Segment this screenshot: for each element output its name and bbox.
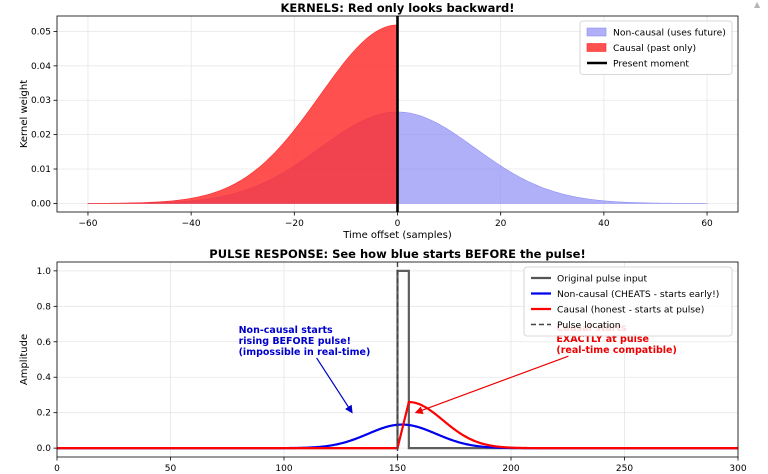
axes-2: 0 50 100 150 200 250 300 0.0 0.2 0.4 0.6 0.8 1.0 PULS… [19,247,747,474]
annotation-2: Causal startsEXACTLY at pulse(real-time … [414,323,677,415]
y-tick-label: 0.4 [37,373,52,383]
legend-label: Causal (honest - starts at pulse) [557,305,704,316]
x-axis-label: Time offset (samples) [342,230,452,241]
legend-item: Pulse location [531,320,621,331]
annotation-text: rising BEFORE pulse! [239,336,351,347]
legend-box [523,266,733,337]
y-tick-label: 0.8 [37,302,52,312]
x-tick-label: 40 [598,219,610,229]
legend-label: Present moment [613,59,689,70]
x-tick-label: 100 [275,464,292,474]
legend-label: Non-causal (uses future) [613,28,726,39]
x-tick-label: 250 [616,464,633,474]
x-tick-label: 200 [502,464,519,474]
y-axis-label: Amplitude [19,334,30,385]
chart-title: KERNELS: Red only looks backward! [281,1,515,15]
x-tick-label: 0 [395,219,401,229]
y-tick-label: 0.02 [31,131,51,141]
annotation-text: (real-time compatible) [556,345,676,356]
axes-1: −60 −40 −20 0 20 40 60 0.00 0.01 0.02 0.03 0.04 0.05… [19,1,739,241]
x-tick-label: −20 [285,219,304,229]
legend: Original pulse input Non-causal (CHEATS -… [523,266,733,337]
legend-label: Non-causal (CHEATS - starts early!) [557,289,719,300]
y-tick-label: 0.00 [31,199,51,209]
annotation-text: Non-causal starts [239,325,333,336]
x-tick-label: 0 [54,464,60,474]
legend: Non-causal (uses future) Causal (past onl… [579,20,733,75]
legend-label: Pulse location [557,320,621,331]
x-tick-label: −60 [78,219,97,229]
annotation-arrow [414,355,569,415]
legend-item: Non-causal (uses future) [586,27,726,39]
x-tick-label: 50 [165,464,177,474]
legend-swatch [586,43,607,52]
x-tick-label: 300 [729,464,746,474]
legend-label: Causal (past only) [613,43,696,54]
legend-swatch [586,27,607,37]
x-tick-label: 20 [495,219,507,229]
legend-item: Causal (honest - starts at pulse) [531,305,704,316]
y-tick-label: 0.03 [31,96,51,106]
legend-item: Original pulse input [531,274,647,285]
chart-title: PULSE RESPONSE: See how blue starts BEFO… [209,247,585,261]
y-tick-label: 1.0 [37,267,52,277]
legend-item: Causal (past only) [586,43,696,54]
scroll-up-arrow-icon[interactable]: ▲ [754,0,761,9]
annotation-text: EXACTLY at pulse [556,334,649,345]
x-tick-label: 60 [701,219,713,229]
y-tick-label: 0.2 [37,409,51,419]
causal-kernel-area [87,24,398,204]
legend-box [579,20,733,75]
legend-label: Original pulse input [557,274,647,285]
y-tick-label: 0.0 [37,444,52,454]
x-tick-label: −40 [182,219,201,229]
x-tick-label: 150 [389,464,406,474]
y-tick-label: 0.6 [37,338,52,348]
axes-frame [56,261,739,458]
y-axis-label: Kernel weight [19,80,30,148]
legend-item: Present moment [587,59,689,70]
y-tick-label: 0.05 [31,27,51,37]
annotation-arrow [316,357,353,414]
y-tick-label: 0.04 [31,62,51,72]
annotation-text: (impossible in real-time) [239,347,371,358]
axes-frame [56,15,739,213]
legend-item: Non-causal (CHEATS - starts early!) [531,289,719,300]
y-tick-label: 0.01 [31,165,51,175]
